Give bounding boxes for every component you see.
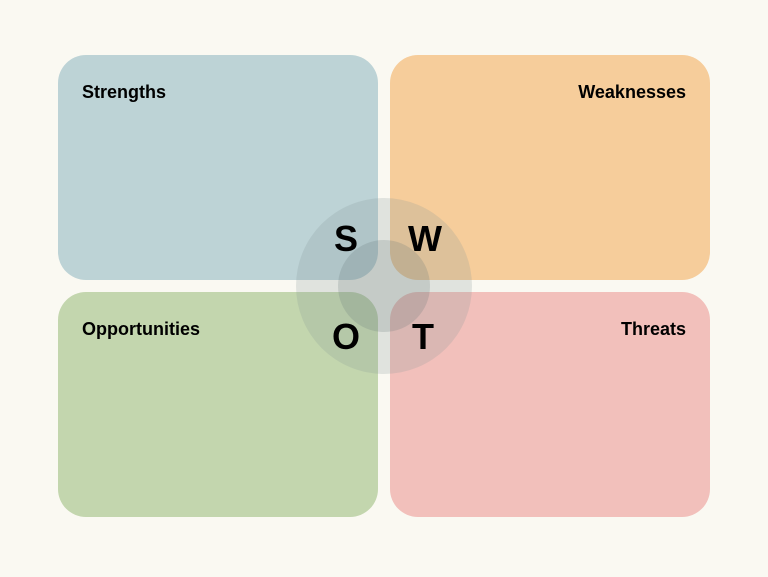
letter-o: O	[332, 316, 360, 358]
title-threats: Threats	[621, 319, 686, 340]
letter-t: T	[412, 316, 434, 358]
letter-w: W	[408, 218, 442, 260]
title-strengths: Strengths	[82, 82, 166, 103]
letter-s: S	[334, 218, 358, 260]
title-opportunities: Opportunities	[82, 319, 200, 340]
title-weaknesses: Weaknesses	[578, 82, 686, 103]
swot-diagram: Strengths Weaknesses Opportunities Threa…	[0, 0, 768, 577]
